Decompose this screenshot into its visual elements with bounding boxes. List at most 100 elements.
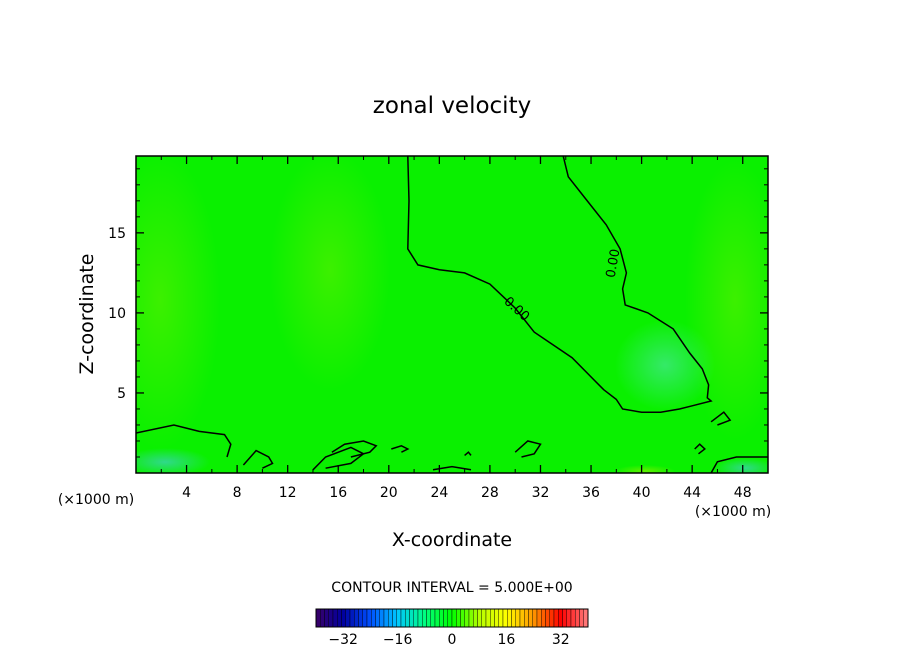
colorbar-swatch [562, 608, 567, 628]
plot-frame [135, 155, 769, 474]
colorbar-swatch [451, 608, 457, 628]
colorbar-swatch [422, 608, 427, 628]
colorbar-swatch [558, 608, 563, 628]
x-axis-unit-left: (×1000 m) [58, 492, 134, 508]
colorbar-swatch [379, 608, 385, 628]
colorbar-swatch [566, 608, 572, 628]
x-tick-label: 8 [233, 485, 242, 501]
colorbar-swatch [549, 608, 555, 628]
field-blob-mid [270, 156, 390, 390]
colorbar-swatch [366, 608, 372, 628]
colorbar-swatch [579, 608, 584, 628]
colorbar-swatch [519, 608, 525, 628]
colorbar-swatch [545, 608, 550, 628]
colorbar-tick-label: 32 [552, 632, 570, 648]
x-axis-unit-right: (×1000 m) [695, 504, 771, 520]
contour-lines [136, 156, 768, 473]
colorbar-swatch [400, 608, 406, 628]
x-tick-label: 16 [329, 485, 347, 501]
colorbar-swatch [405, 608, 410, 628]
colorbar-swatch [430, 608, 436, 628]
contour-line [514, 440, 542, 458]
colorbar-swatch [426, 608, 431, 628]
colorbar-swatch [464, 608, 470, 628]
colorbar-swatch [532, 608, 538, 628]
colorbar-swatch [392, 608, 397, 628]
colorbar-swatch [485, 608, 491, 628]
x-tick-label: 36 [582, 485, 600, 501]
colorbar-swatch [477, 608, 482, 628]
colorbar-frame [315, 608, 589, 628]
y-axis-label: Z-coordinate [76, 254, 98, 375]
colorbar-swatch [328, 608, 334, 628]
colorbar-tick-label: 0 [448, 632, 457, 648]
colorbar-swatch [341, 608, 346, 628]
colorbar-swatch [507, 608, 512, 628]
contour-line [331, 440, 378, 458]
x-tick-label: 12 [279, 485, 297, 501]
colorbar-swatch [345, 608, 351, 628]
heatmap-field: 0.00 0.00 [136, 156, 768, 473]
x-tick-label: 4 [182, 485, 191, 501]
y-tick-label: 10 [108, 306, 126, 322]
x-tick-label: 24 [430, 485, 448, 501]
x-tick-label: 20 [380, 485, 398, 501]
colorbar-swatch [371, 608, 376, 628]
x-tick-label: 32 [532, 485, 550, 501]
colorbar-tick-label: −16 [383, 632, 413, 648]
colorbar-swatch [473, 608, 478, 628]
colorbar-swatch [417, 608, 423, 628]
colorbar-swatch [515, 608, 521, 628]
x-tick-label: 40 [633, 485, 651, 501]
colorbar-swatch [358, 608, 363, 628]
colorbar-swatch [511, 608, 516, 628]
colorbar-swatch [396, 608, 402, 628]
colorbar-swatch [498, 608, 504, 628]
colorbar-swatch [570, 608, 576, 628]
contour-interval-text: CONTOUR INTERVAL = 5.000E+00 [331, 580, 572, 596]
x-axis-label: X-coordinate [392, 529, 512, 551]
colorbar-swatch [337, 608, 342, 628]
x-tick-label: 28 [481, 485, 499, 501]
field-blob-bottom-left [136, 448, 210, 473]
colorbar-swatch [456, 608, 461, 628]
colorbar-swatch [541, 608, 546, 628]
colorbar-swatch [413, 608, 419, 628]
colorbar-swatch [434, 608, 440, 628]
colorbar-swatch [443, 608, 448, 628]
contour-line [242, 449, 274, 469]
contour-label-2: 0.00 [604, 248, 624, 279]
colorbar-swatch [524, 608, 529, 628]
colorbar-swatch [553, 608, 559, 628]
x-tick-label: 48 [734, 485, 752, 501]
colorbar-tick-label: −32 [328, 632, 358, 648]
contour-line [464, 451, 472, 456]
field-blob-yellowish [615, 465, 675, 473]
colorbar: −32 −16 0 16 32 [315, 608, 589, 648]
contour-line [694, 443, 706, 455]
colorbar-swatch [490, 608, 495, 628]
colorbar-swatch [502, 608, 508, 628]
colorbar-swatch [388, 608, 393, 628]
colorbar-swatch [575, 608, 580, 628]
colorbar-swatch [447, 608, 453, 628]
colorbar-swatch [536, 608, 542, 628]
contour-line [407, 156, 713, 413]
colorbar-swatch [468, 608, 474, 628]
colorbar-swatch [320, 608, 325, 628]
colorbar-swatch [460, 608, 465, 628]
field-blob-bottom-right [715, 458, 768, 473]
y-tick-label: 15 [108, 226, 126, 242]
field-blob-left [136, 156, 220, 450]
field-background [136, 156, 768, 473]
field-blob-right [685, 160, 768, 440]
contour-line [710, 411, 732, 426]
contour-line [710, 456, 768, 473]
y-tick-label: 5 [117, 386, 126, 402]
contour-line [136, 424, 232, 458]
colorbar-swatch [354, 608, 359, 628]
colorbar-swatch [375, 608, 380, 628]
chart-title: zonal velocity [373, 93, 531, 119]
